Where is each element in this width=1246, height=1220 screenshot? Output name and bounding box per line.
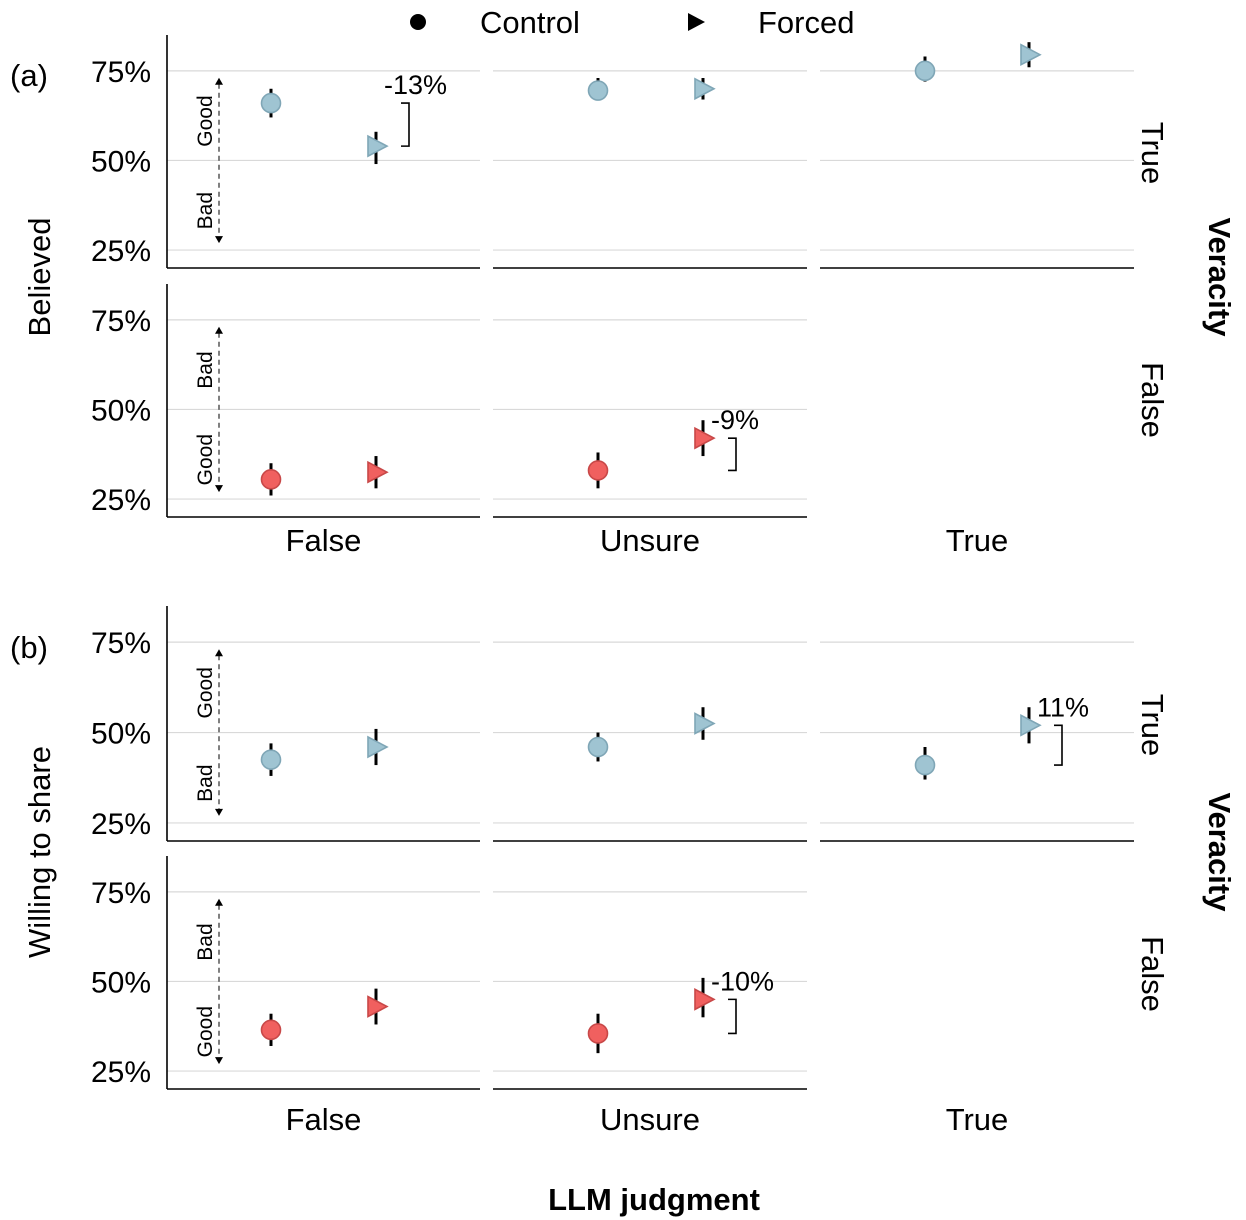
control-point (587, 736, 609, 758)
x-category-label: True (946, 1102, 1009, 1137)
arrow-bottom-label: Good (194, 434, 217, 485)
y-tick-label: 50% (91, 966, 151, 999)
control-point (260, 749, 282, 770)
arrow-top-label: Good (194, 667, 217, 718)
y-tick-label: 25% (91, 484, 151, 517)
y-tick-label: 50% (91, 145, 151, 178)
forced-point (367, 134, 389, 158)
control-point (260, 469, 282, 490)
y-tick-label: 25% (91, 808, 151, 841)
forced-point (694, 712, 716, 735)
arrow-top-label: Bad (194, 923, 217, 960)
forced-point (367, 735, 389, 759)
arrow-down-head (215, 485, 223, 493)
arrow-bottom-label: Good (194, 1006, 217, 1057)
forced-point (694, 988, 716, 1011)
x-category-label: False (286, 523, 362, 558)
x-category-label: Unsure (600, 523, 700, 558)
arrow-up-head (215, 77, 223, 85)
control-point (587, 460, 609, 481)
forced-point (1020, 43, 1042, 67)
facet-row-title: Veracity (1202, 793, 1237, 913)
diff-label: -10% (711, 966, 774, 996)
panel-label: (b) (10, 630, 48, 665)
y-tick-label: 50% (91, 718, 151, 751)
legend-control-label: Control (480, 5, 580, 40)
arrow-bottom-label: Bad (194, 764, 217, 801)
x-category-label: False (286, 1102, 362, 1137)
row-strip-label: False (1135, 362, 1170, 438)
forced-point (694, 77, 716, 101)
y-tick-label: 75% (91, 627, 151, 660)
y-tick-label: 25% (91, 235, 151, 268)
diff-bracket (401, 102, 410, 147)
arrow-up-head (215, 326, 223, 334)
row-strip-label: False (1135, 936, 1170, 1012)
row-strip-label: True (1135, 694, 1170, 757)
control-point (260, 92, 282, 114)
arrow-down-head (215, 1057, 223, 1065)
diff-label: -13% (384, 70, 447, 100)
arrow-top-label: Bad (194, 351, 217, 388)
legend: Control Forced (410, 5, 854, 40)
panel-label: (a) (10, 58, 48, 93)
y-axis-title: Willing to share (22, 746, 57, 958)
forced-point (367, 460, 389, 484)
row-strip-label: True (1135, 122, 1170, 185)
y-axis-title: Believed (22, 218, 57, 337)
control-point (587, 80, 609, 101)
forced-point (1020, 713, 1042, 737)
diff-label: 11% (1037, 692, 1089, 722)
arrow-top-label: Good (194, 95, 217, 146)
arrow-down-head (215, 808, 223, 816)
facet-row-title: Veracity (1202, 218, 1237, 338)
arrow-up-head (215, 898, 223, 906)
arrow-down-head (215, 236, 223, 244)
panels: (a) Believed Veracity 25% 50% 75% True -13% Good… (10, 35, 1237, 1137)
x-axis-title: LLM judgment (548, 1182, 760, 1217)
control-point (914, 754, 936, 776)
legend-control-marker (410, 14, 426, 30)
forced-point (367, 995, 389, 1018)
diff-label: -9% (711, 405, 759, 435)
diff-bracket (1054, 724, 1063, 766)
arrow-up-head (215, 649, 223, 657)
arrow-bottom-label: Bad (194, 192, 217, 229)
legend-forced-label: Forced (758, 5, 854, 40)
y-tick-label: 75% (91, 56, 151, 89)
y-tick-label: 75% (91, 305, 151, 338)
control-point (587, 1023, 609, 1044)
y-tick-label: 50% (91, 394, 151, 427)
control-point (260, 1019, 282, 1041)
y-tick-label: 75% (91, 877, 151, 910)
diff-bracket (728, 998, 737, 1035)
legend-forced-marker (688, 13, 705, 31)
diff-bracket (728, 437, 737, 472)
x-category-label: True (946, 523, 1009, 558)
x-category-label: Unsure (600, 1102, 700, 1137)
control-point (914, 60, 936, 82)
y-tick-label: 25% (91, 1056, 151, 1089)
forced-point (694, 426, 716, 450)
